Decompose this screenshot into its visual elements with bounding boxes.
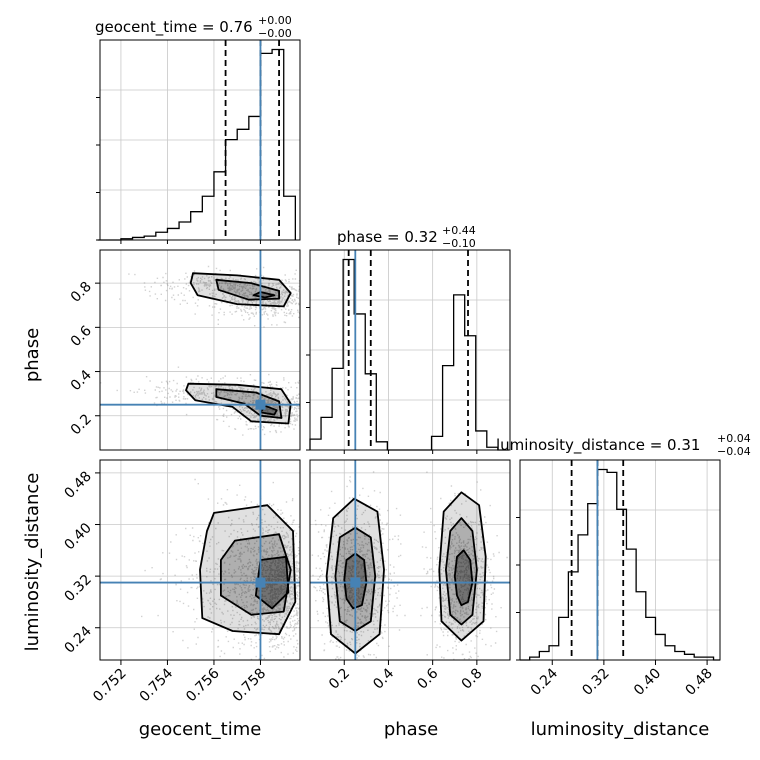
contour-line-geocent-time-phase-5	[259, 404, 278, 416]
title-geocent-time-value: geocent_time = 0.76	[95, 18, 253, 37]
density-geocent-time-phase	[100, 265, 300, 436]
title-phase-value: phase = 0.32	[337, 228, 438, 246]
hist-step-phase	[309, 258, 509, 451]
hist-panel-phase	[309, 250, 510, 451]
title-luminosity-distance-value: luminosity_distance = 0.31	[496, 436, 700, 455]
contour-line-geocent-time-phase-3	[185, 382, 292, 425]
contour-fill-geocent-time-luminosity-distance-0	[200, 505, 296, 635]
hist-frame-luminosity-distance	[519, 459, 721, 661]
title-phase: phase = 0.32 +0.44 −0.10	[337, 224, 476, 250]
density-geocent-time-luminosity-distance	[141, 478, 300, 660]
truth-marker-geocent-time-luminosity-distance	[255, 577, 266, 588]
x-tick-label-phase-3: 0.8	[459, 666, 486, 693]
x-axis-label-phase: phase	[384, 719, 438, 740]
y-tick-label-luminosity-distance-3: 0.48	[61, 468, 94, 501]
x-tick-label-luminosity-distance-2: 0.40	[631, 666, 664, 699]
contour-line-phase-luminosity-distance-5	[453, 549, 474, 607]
y-tick-label-phase-2: 0.6	[68, 323, 95, 350]
scatter-panel-phase-luminosity-distance	[310, 460, 510, 660]
title-phase-plus: +0.44	[442, 224, 476, 237]
x-axis-label-luminosity-distance: luminosity_distance	[531, 719, 710, 740]
title-geocent-time: geocent_time = 0.76 +0.00 −0.00	[95, 14, 292, 40]
title-luminosity-distance-plus: +0.04	[717, 432, 751, 445]
y-axis-label-luminosity-distance: luminosity_distance	[22, 473, 43, 652]
hist-panel-geocent-time	[97, 40, 300, 241]
y-axis-label-phase: phase	[22, 328, 43, 382]
frame-geocent-time-luminosity-distance	[99, 459, 301, 661]
y-tick-label-phase-1: 0.4	[68, 367, 95, 394]
y-tick-label-luminosity-distance-0: 0.24	[61, 623, 94, 656]
contour-line-phase-luminosity-distance-2	[343, 552, 368, 610]
x-tick-label-phase-2: 0.6	[414, 665, 441, 692]
density-phase-luminosity-distance	[311, 471, 508, 660]
contour-fill-phase-luminosity-distance-5	[454, 550, 473, 606]
y-tick-label-phase-0: 0.2	[68, 411, 95, 438]
samples-phase-luminosity-distance	[311, 471, 508, 660]
y-tick-label-luminosity-distance-1: 0.32	[61, 572, 94, 605]
contour-line-geocent-time-phase-0	[189, 272, 292, 308]
hist-frame-phase	[309, 249, 511, 451]
x-tick-label-luminosity-distance-1: 0.32	[579, 666, 612, 699]
x-tick-label-geocent-time-3: 0.758	[230, 666, 270, 706]
x-tick-label-geocent-time-2: 0.756	[183, 665, 223, 705]
samples-geocent-time-phase	[100, 265, 300, 436]
y-tick-label-luminosity-distance-2: 0.40	[61, 520, 94, 553]
hist-step-geocent-time	[97, 48, 296, 241]
x-tick-label-phase-0: 0.2	[326, 666, 353, 693]
x-tick-label-geocent-time-1: 0.754	[137, 665, 177, 705]
x-tick-label-luminosity-distance-0: 0.24	[528, 665, 561, 698]
frame-geocent-time-phase	[99, 249, 301, 451]
hist-panel-luminosity-distance	[520, 460, 720, 661]
contour-line-geocent-time-luminosity-distance-0	[199, 504, 297, 636]
samples-geocent-time-luminosity-distance	[141, 478, 300, 660]
scatter-panel-geocent-time-luminosity-distance	[100, 460, 300, 660]
title-luminosity-distance-minus: −0.04	[717, 445, 751, 458]
x-tick-label-luminosity-distance-3: 0.48	[683, 666, 716, 699]
scatter-panel-geocent-time-phase	[100, 250, 300, 450]
contour-line-geocent-time-luminosity-distance-1	[219, 533, 292, 616]
y-tick-label-phase-3: 0.8	[68, 279, 95, 306]
contour-line-geocent-time-phase-2	[252, 291, 276, 299]
truth-marker-geocent-time-phase	[255, 399, 266, 410]
hist-frame-geocent-time	[99, 39, 301, 241]
contour-line-geocent-time-phase-1	[215, 278, 281, 301]
title-geocent-time-minus: −0.00	[258, 27, 292, 40]
title-phase-minus: −0.10	[442, 237, 476, 250]
x-tick-label-phase-1: 0.4	[370, 665, 397, 692]
contour-line-geocent-time-luminosity-distance-2	[254, 555, 290, 610]
title-geocent-time-plus: +0.00	[258, 14, 292, 27]
contour-fill-geocent-time-luminosity-distance-1	[220, 534, 291, 615]
contour-fill-geocent-time-phase-1	[216, 279, 280, 300]
hist-step-luminosity-distance	[520, 468, 720, 661]
x-axis-label-geocent-time: geocent_time	[139, 719, 262, 740]
truth-marker-phase-luminosity-distance	[350, 577, 361, 588]
contour-line-phase-luminosity-distance-4	[444, 517, 478, 626]
x-tick-label-geocent-time-0: 0.752	[90, 666, 130, 706]
corner-panels: 0.752 0.754 0.756 0.758 0.2 0.4 0.6 0.8 0.24 0.32…	[61, 39, 721, 706]
contour-line-phase-luminosity-distance-3	[438, 491, 487, 642]
title-luminosity-distance: luminosity_distance = 0.31 +0.04 −0.04	[496, 432, 751, 458]
frame-phase-luminosity-distance	[309, 459, 511, 661]
